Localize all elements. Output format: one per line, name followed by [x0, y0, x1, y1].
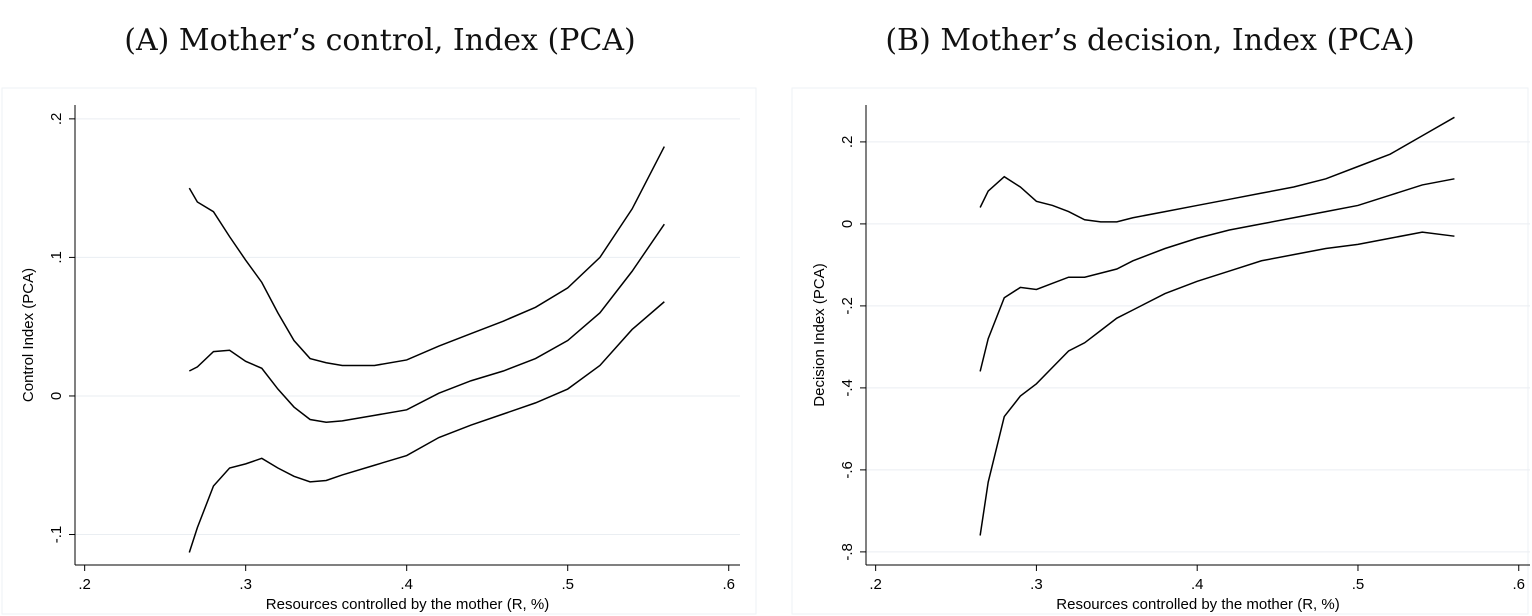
- x-tick-label: .6: [722, 576, 735, 593]
- x-tick-label: .3: [1030, 576, 1043, 593]
- y-tick-label: .2: [839, 136, 856, 149]
- panel-background: [1, 87, 757, 615]
- y-tick-label: -.4: [839, 379, 856, 397]
- x-tick-label: .4: [400, 576, 413, 593]
- x-tick-label: .2: [78, 576, 91, 593]
- chart-title: (B) Mother’s decision, Index (PCA): [885, 23, 1414, 58]
- panel-background: [791, 87, 1529, 615]
- chart-panel: (B) Mother’s decision, Index (PCA) -.8 -.6…: [791, 23, 1530, 615]
- x-tick-label: .6: [1512, 576, 1525, 593]
- x-tick-label: .5: [561, 576, 574, 593]
- y-axis-label: Control Index (PCA): [20, 268, 37, 402]
- line-series: [188, 223, 665, 424]
- line-series: [979, 231, 1455, 536]
- y-tick-label: -.1: [48, 526, 65, 544]
- x-tick-label: .5: [1352, 576, 1365, 593]
- chart-panel: (A) Mother’s control, Index (PCA) -.1 0 .1.…: [1, 23, 757, 615]
- line-series: [188, 301, 665, 553]
- y-axis-label: Decision Index (PCA): [811, 263, 828, 406]
- line-series: [979, 178, 1455, 372]
- y-tick-label: .2: [48, 113, 65, 126]
- line-series: [188, 146, 665, 367]
- x-tick-label: .3: [239, 576, 252, 593]
- chart-title: (A) Mother’s control, Index (PCA): [124, 23, 635, 58]
- line-series: [979, 116, 1455, 223]
- y-tick-label: -.2: [839, 297, 856, 315]
- x-axis-label: Resources controlled by the mother (R, %…: [266, 596, 549, 613]
- x-axis-label: Resources controlled by the mother (R, %…: [1056, 596, 1339, 613]
- y-tick-label: .1: [48, 251, 65, 264]
- x-tick-label: .2: [869, 576, 882, 593]
- x-tick-label: .4: [1191, 576, 1204, 593]
- y-tick-label: 0: [839, 220, 856, 228]
- y-tick-label: 0: [48, 392, 65, 400]
- y-tick-label: -.6: [839, 461, 856, 479]
- y-tick-label: -.8: [839, 543, 856, 561]
